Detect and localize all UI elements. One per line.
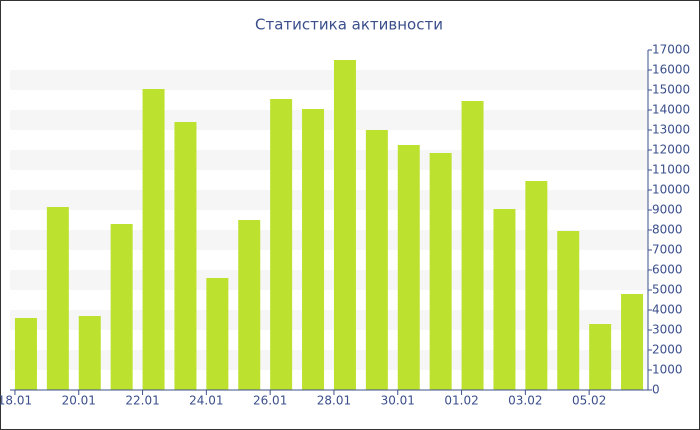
x-tick-label: 24.01 xyxy=(189,394,223,408)
bar xyxy=(78,316,101,390)
bar xyxy=(333,60,356,390)
x-tick-label: 05.02 xyxy=(572,394,606,408)
bar xyxy=(525,181,548,390)
bar xyxy=(493,209,516,390)
y-tick-label: 3000 xyxy=(652,323,683,337)
x-tick-label: 22.01 xyxy=(125,394,159,408)
y-tick-label: 0 xyxy=(652,383,660,397)
bar xyxy=(110,224,133,390)
bar xyxy=(174,122,197,390)
grid-band xyxy=(10,70,648,90)
x-tick-label: 03.02 xyxy=(508,394,542,408)
x-tick-label: 01.02 xyxy=(444,394,478,408)
y-tick-label: 16000 xyxy=(652,63,690,77)
bar xyxy=(365,130,388,390)
bar xyxy=(206,278,229,390)
grid-band xyxy=(10,270,648,290)
y-tick-label: 13000 xyxy=(652,123,690,137)
y-tick-label: 2000 xyxy=(652,343,683,357)
grid-band xyxy=(10,190,648,210)
bar xyxy=(397,145,420,390)
bar xyxy=(557,231,580,390)
bar xyxy=(46,207,69,390)
grid-band xyxy=(10,310,648,330)
y-tick-label: 17000 xyxy=(652,43,690,57)
x-tick-label: 26.01 xyxy=(253,394,287,408)
y-tick-label: 8000 xyxy=(652,223,683,237)
y-tick-label: 7000 xyxy=(652,243,683,257)
bar xyxy=(302,109,325,390)
y-tick-label: 15000 xyxy=(652,83,690,97)
y-tick-label: 9000 xyxy=(652,203,683,217)
x-tick-label: 30.01 xyxy=(381,394,415,408)
y-tick-label: 5000 xyxy=(652,283,683,297)
y-tick-label: 10000 xyxy=(652,183,690,197)
bar xyxy=(142,89,165,390)
bar xyxy=(461,101,484,390)
grid-band xyxy=(10,230,648,250)
bar xyxy=(589,324,612,390)
bar xyxy=(621,294,644,390)
y-tick-label: 4000 xyxy=(652,303,683,317)
x-tick-label: 18.01 xyxy=(0,394,32,408)
grid-band xyxy=(10,150,648,170)
bar xyxy=(14,318,37,390)
bar xyxy=(429,153,452,390)
chart-title: Статистика активности xyxy=(255,16,443,34)
y-tick-label: 1000 xyxy=(652,363,683,377)
x-tick-label: 28.01 xyxy=(317,394,351,408)
grid-band xyxy=(10,110,648,130)
y-tick-label: 6000 xyxy=(652,263,683,277)
x-tick-label: 20.01 xyxy=(62,394,96,408)
y-tick-label: 14000 xyxy=(652,103,690,117)
y-tick-label: 11000 xyxy=(652,163,690,177)
grid-band xyxy=(10,350,648,370)
bar xyxy=(270,99,293,390)
y-tick-label: 12000 xyxy=(652,143,690,157)
bar xyxy=(238,220,261,390)
